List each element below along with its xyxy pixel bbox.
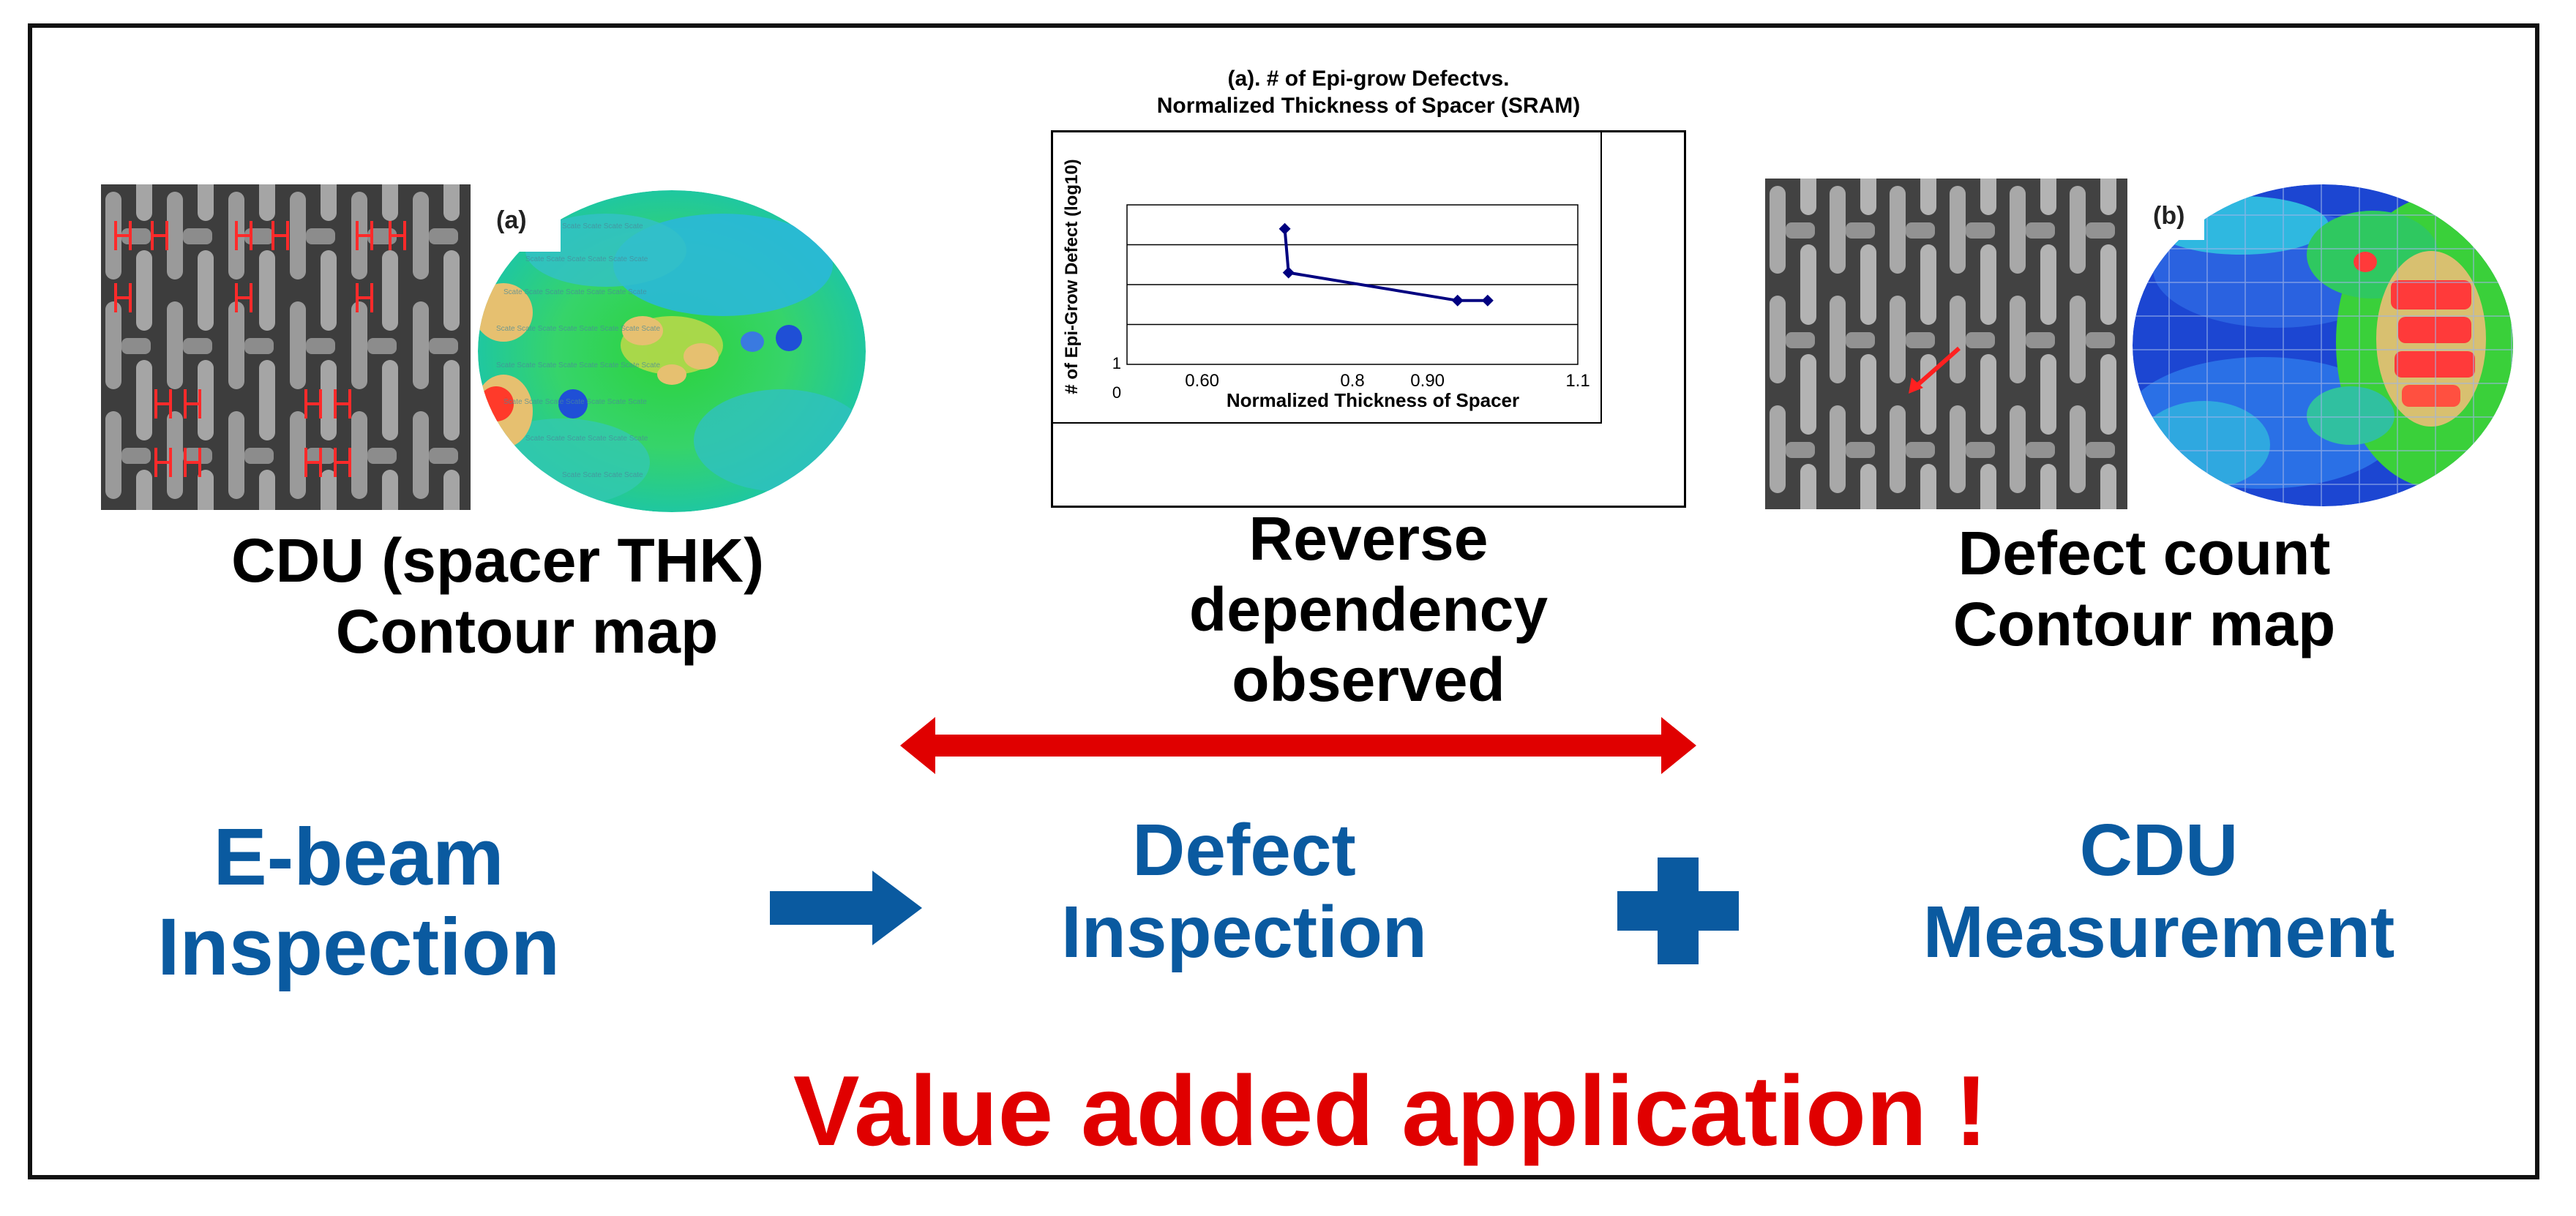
chart-x-tick-label: 0.90: [1410, 371, 1445, 391]
chart-plot-frame: [1051, 130, 1602, 424]
wafer-contour-left: Scate Scate Scate Scate Scate Scate Scat…: [474, 184, 866, 512]
chart-y-tick-label: 0: [1112, 383, 1121, 402]
svg-text:Scate Scate Scate Scate Scate: Scate Scate Scate Scate Scate Scate Scat…: [503, 398, 647, 406]
chart-y-tick-label: 1: [1112, 354, 1121, 372]
flow-step-defect-line1: Defect: [1132, 809, 1356, 891]
right-arrow-icon: [770, 871, 922, 945]
epi-defect-chart: 0.60 0.8 0.90 1.1 10 Normalized Thickness o…: [1051, 130, 1602, 424]
chart-x-label: Normalized Thickness of Spacer: [1227, 389, 1519, 411]
svg-text:Scate Scate Scate Scate: Scate Scate Scate Scate: [562, 222, 643, 230]
chart-x-tick-label: 0.8: [1340, 371, 1364, 391]
chart-series: [1278, 222, 1494, 307]
chart-x-tick-label: 0.60: [1185, 371, 1219, 391]
chart-x-ticks: 0.60 0.8 0.90 1.1: [1185, 371, 1590, 391]
svg-text:Scate Scate Scate Scate Scate: Scate Scate Scate Scate Scate Scate Scat…: [496, 325, 660, 333]
chart-point: [1282, 266, 1295, 279]
flow-step-cdu-line2: Measurement: [1922, 891, 2395, 973]
wafer-contour-right: (b): [2131, 181, 2513, 506]
chart-y-label: # of Epi-Grow Defect (log10): [1062, 159, 1082, 394]
svg-text:Scate Scate Scate Scate Scate: Scate Scate Scate Scate Scate Scate: [525, 255, 648, 263]
sem-pattern-left: [101, 184, 471, 510]
svg-text:Scate Scate Scate Scate: Scate Scate Scate Scate: [562, 471, 643, 479]
wafer-label-a: (a): [496, 206, 527, 234]
center-caption: Reverse dependency observed: [1083, 503, 1654, 716]
chart-title-line2: Normalized Thickness of Spacer (SRAM): [1156, 93, 1581, 118]
chart-title-line1: (a). # of Epi-grow Defectvs.: [1227, 67, 1510, 91]
chart-series-line: [1283, 228, 1488, 302]
wafer-label-b: (b): [2153, 202, 2184, 230]
chart-title: (a). # of Epi-grow Defectvs. Normalized …: [1051, 66, 1686, 119]
left-caption: CDU (spacer THK) Contour map: [132, 525, 864, 667]
svg-text:Scate Scate Scate Scate Scate: Scate Scate Scate Scate Scate Scate Scat…: [503, 288, 647, 296]
right-caption: Defect count Contour map: [1844, 518, 2444, 659]
right-caption-line1: Defect count: [1958, 519, 2331, 588]
flow-step-cdu: CDU Measurement: [1873, 809, 2444, 973]
center-caption-line1: Reverse: [1248, 504, 1489, 573]
chart-outer-box: [1051, 130, 1686, 508]
sem-pattern-right: [1765, 179, 2127, 509]
tagline: Value added application !: [793, 1055, 1988, 1166]
flow-step-ebeam-line1: E-beam: [213, 812, 504, 902]
svg-text:Scate Scate Scate Scate Scate: Scate Scate Scate Scate Scate Scate Scat…: [496, 361, 660, 369]
flow-step-ebeam-line2: Inspection: [157, 902, 561, 993]
flow-step-defect-line2: Inspection: [1060, 891, 1428, 973]
center-caption-line2: dependency: [1188, 574, 1549, 644]
center-caption-line3: observed: [1232, 645, 1505, 715]
right-caption-line2: Contour map: [1952, 589, 2336, 658]
chart-point: [1451, 294, 1464, 307]
plus-icon: [1617, 857, 1739, 964]
flow-step-defect: Defect Inspection: [1010, 809, 1478, 973]
flow-step-ebeam: E-beam Inspection: [110, 812, 607, 992]
chart-x-tick-label: 1.1: [1565, 371, 1590, 391]
chart-point: [1481, 294, 1494, 307]
chart-point: [1278, 222, 1291, 235]
left-caption-line2: Contour map: [335, 596, 719, 666]
double-arrow-icon: [900, 717, 1696, 774]
flow-step-cdu-line1: CDU: [2079, 809, 2239, 891]
right-sem-image: [1765, 179, 2127, 509]
right-wafer-map: (b): [2131, 181, 2515, 509]
left-caption-line1: CDU (spacer THK): [231, 526, 765, 595]
defect-arrow-icon: [1909, 346, 1961, 394]
left-wafer-map: Scate Scate Scate Scate Scate Scate Scat…: [474, 184, 869, 517]
chart-y-ticks: 10: [1112, 354, 1121, 402]
svg-text:Scate Scate Scate Scate Scate: Scate Scate Scate Scate Scate Scate: [525, 435, 648, 443]
left-sem-image: [101, 184, 471, 510]
